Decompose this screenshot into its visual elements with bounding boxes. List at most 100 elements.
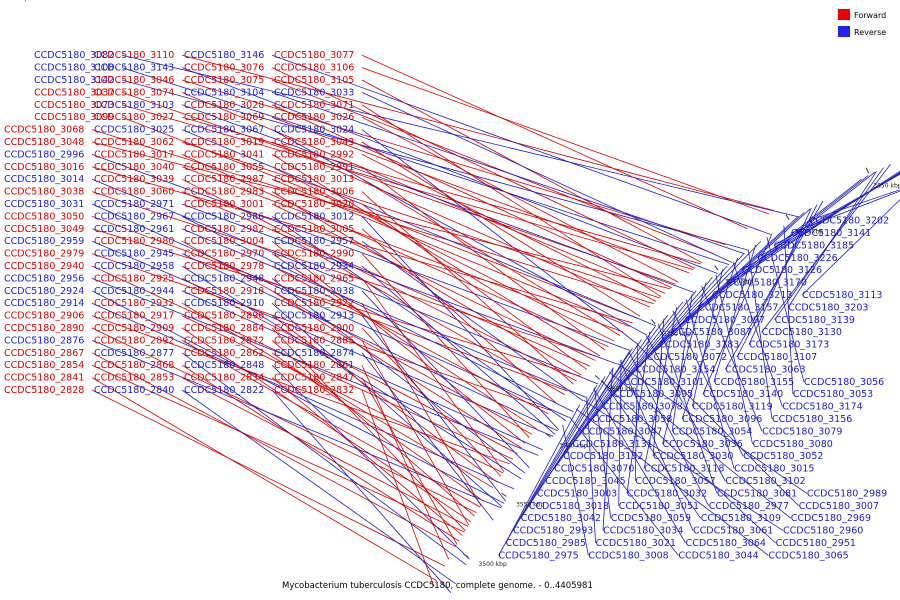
- label-connector: [801, 199, 900, 296]
- gene-label: CCDC5180_3139: [775, 315, 855, 326]
- gene-label: CCDC5180_2971: [94, 199, 174, 210]
- label-connector: [91, 178, 599, 385]
- gene-label: CCDC5180_2918: [184, 286, 264, 297]
- label-connector: [181, 203, 618, 365]
- label-connector: [181, 216, 574, 413]
- label-connector: [600, 380, 776, 544]
- gene-label: CCDC5180_3048: [4, 137, 84, 148]
- label-connector: [790, 190, 900, 234]
- gene-label: CCDC5180_2969: [791, 513, 871, 524]
- gene-label: CCDC5180_3038: [4, 187, 84, 198]
- gene-label: CCDC5180_2934: [274, 261, 354, 272]
- label-connector: [512, 376, 606, 531]
- position-ticks: 3500 kbp 3550 kbp 3600 kbp 3650 kbp 3700 kbp…: [0, 0, 900, 568]
- label-connector: [619, 360, 694, 531]
- gene-label: CCDC5180_3028: [184, 100, 264, 111]
- gene-label: CCDC5180_3032: [627, 488, 707, 499]
- label-connector: [361, 178, 621, 336]
- gene-label: CCDC5180_3001: [184, 199, 264, 210]
- gene-label: CCDC5180_3119: [692, 402, 772, 413]
- label-connector: [361, 228, 558, 404]
- tick-mark: [650, 319, 656, 325]
- label-connector: [181, 104, 695, 293]
- gene-label: CCDC5180_3005: [274, 224, 354, 235]
- tick-mark: [501, 492, 507, 497]
- tick-label: 3600 kbp: [559, 443, 587, 450]
- label-connector: [361, 67, 770, 215]
- label-connector: [657, 323, 718, 494]
- label-connector: [181, 377, 469, 527]
- gene-label: CCDC5180_3036: [663, 439, 743, 450]
- label-connector: [505, 404, 581, 544]
- gene-label: CCDC5180_3071: [274, 100, 354, 111]
- tick-mark: [462, 553, 469, 558]
- gene-label: CCDC5180_3034: [603, 526, 683, 537]
- gene-label: CCDC5180_2885: [274, 335, 354, 346]
- label-connector: [181, 116, 701, 265]
- gene-label: CCDC5180_2961: [94, 224, 174, 235]
- gene-label: CCDC5180_3008: [588, 550, 668, 561]
- gene-label: CCDC5180_3155: [714, 377, 794, 388]
- label-connector: [658, 215, 799, 345]
- gene-label: CCDC5180_2868: [94, 360, 174, 371]
- gene-label: CCDC5180_2890: [4, 323, 84, 334]
- label-connector: [181, 178, 577, 382]
- gene-label: CCDC5180_3080: [753, 439, 833, 450]
- label-connector: [626, 331, 651, 494]
- label-connector: [601, 379, 702, 519]
- gene-label: CCDC5180_3087: [672, 327, 752, 338]
- gene-label: CCDC5180_3099: [34, 112, 114, 123]
- label-connector: [181, 67, 718, 274]
- gene-label: CCDC5180_3051: [619, 501, 699, 512]
- tick-label: 3550 kbp: [516, 501, 544, 508]
- gene-label: CCDC5180_3013: [274, 174, 354, 185]
- label-connector: [91, 327, 477, 514]
- gene-label: CCDC5180_3055: [184, 162, 264, 173]
- gene-label: CCDC5180_2828: [4, 385, 84, 396]
- gene-label: CCDC5180_3157: [698, 302, 778, 313]
- gene-label: CCDC5180_2877: [94, 348, 174, 359]
- tick-label: 3800 kbp: [795, 228, 823, 235]
- gene-label: CCDC5180_3059: [611, 513, 691, 524]
- gene-label: CCDC5180_2834: [184, 373, 264, 384]
- label-connector: [761, 163, 891, 333]
- gene-label: CCDC5180_3018: [529, 501, 609, 512]
- label-connector: [702, 233, 773, 395]
- label-connector: [697, 178, 862, 308]
- gene-label: CCDC5180_3174: [782, 402, 862, 413]
- label-connector: [361, 265, 556, 435]
- gene-label: CCDC5180_3156: [772, 414, 852, 425]
- gene-label: CCDC5180_3183: [659, 340, 739, 351]
- tick-label: 3650 kbp: [608, 386, 636, 393]
- label-connector: [783, 225, 794, 395]
- gene-label: CCDC5180_3104: [184, 87, 264, 98]
- gene-label: CCDC5180_2867: [4, 348, 84, 359]
- label-connector: [361, 302, 482, 507]
- label-connector: [528, 367, 614, 507]
- gene-label: CCDC5180_3040: [94, 162, 174, 173]
- gene-label: CCDC5180_2892: [94, 335, 174, 346]
- gene-label: CCDC5180_3056: [804, 377, 884, 388]
- gene-label: CCDC5180_2909: [94, 323, 174, 334]
- gene-label: CCDC5180_2841: [4, 373, 84, 384]
- label-connector: [271, 278, 526, 474]
- label-connector: [643, 307, 678, 469]
- gene-label: CCDC5180_3130: [762, 327, 842, 338]
- gene-label: CCDC5180_3049: [4, 224, 84, 235]
- label-connector: [575, 408, 769, 556]
- label-connector: [181, 364, 460, 542]
- gene-label: CCDC5180_2938: [274, 286, 354, 297]
- gene-label: CCDC5180_2996: [4, 149, 84, 160]
- gene-label: CCDC5180_3046: [94, 75, 174, 86]
- gene-label: CCDC5180_3173: [749, 340, 829, 351]
- gene-label: CCDC5180_2853: [94, 373, 174, 384]
- gene-label: CCDC5180_3067: [184, 125, 264, 136]
- genome-caption: Mycobacterium tuberculosis CCDC5180, com…: [282, 581, 593, 591]
- gene-label: CCDC5180_2924: [4, 286, 84, 297]
- label-connector: [361, 191, 574, 385]
- gene-label: CCDC5180_3074: [94, 87, 174, 98]
- gene-label: CCDC5180_3105: [274, 75, 354, 86]
- label-connector: [713, 244, 756, 382]
- gene-label: CCDC5180_2945: [94, 249, 174, 260]
- gene-label: CCDC5180_3039: [94, 174, 174, 185]
